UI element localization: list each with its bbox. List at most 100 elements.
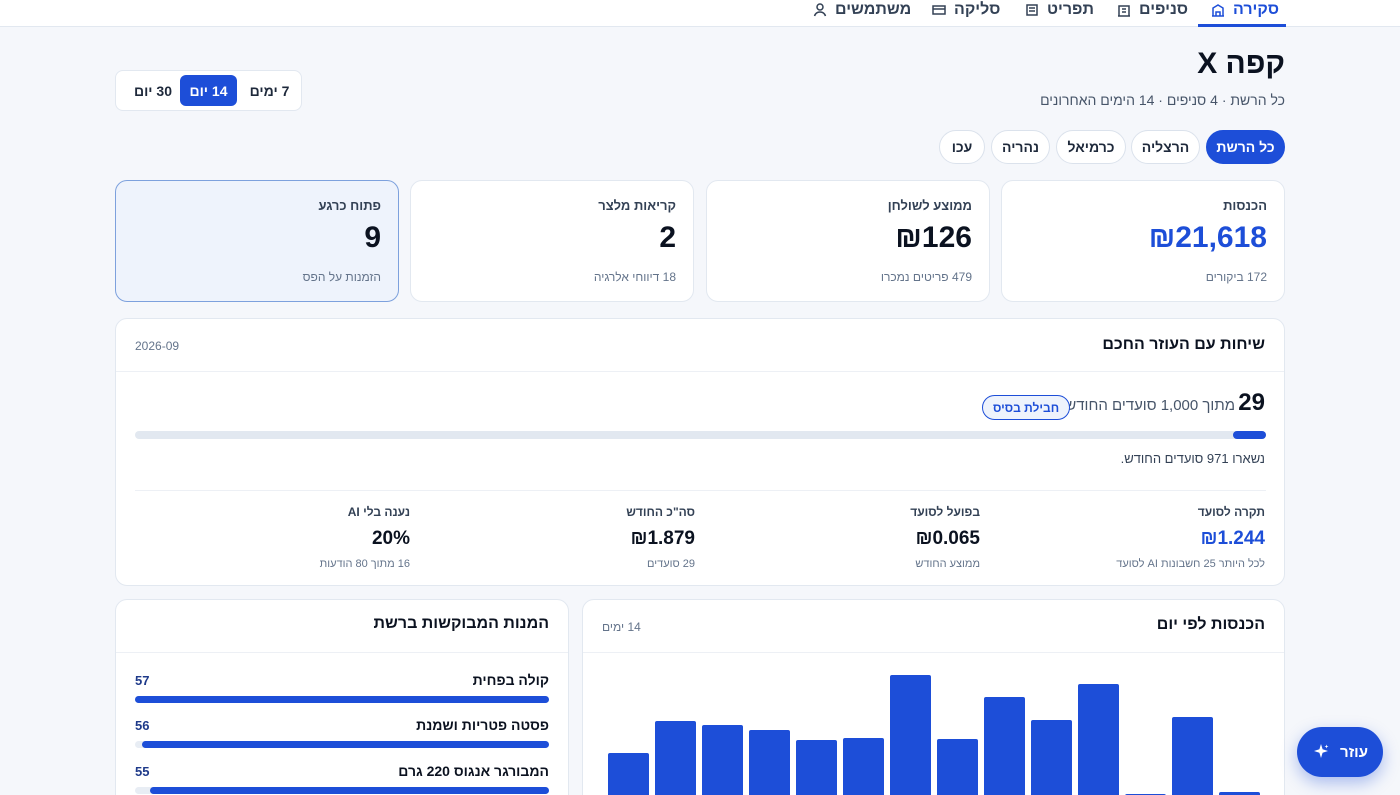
branch-chip-nahariya[interactable]: נהריה <box>991 130 1050 164</box>
stat-month-total: סה"כ החודש ₪1.879 29 סועדים <box>425 505 695 570</box>
nav-tab-users[interactable]: משתמשים <box>812 0 911 26</box>
dish-bar-track <box>135 787 549 794</box>
nav-tab-menu[interactable]: תפריט <box>1024 0 1094 26</box>
divider <box>116 652 568 653</box>
nav-tab-label: סליקה <box>954 0 1001 18</box>
stat-cap-per-diner: תקרה לסועד ₪1.244 לכל היותר 25 חשבונות A… <box>995 505 1265 570</box>
revenue-bar <box>1078 684 1119 795</box>
kpi-label: הכנסות <box>1223 198 1267 213</box>
kpi-label: פתוח כרגע <box>318 198 381 213</box>
stat-actual-per-diner: בפועל לסועד ₪0.065 ממוצע החודש <box>710 505 980 570</box>
nav-tab-label: סקירה <box>1233 0 1280 18</box>
dish-row: קולה בפחית 57 <box>135 672 549 704</box>
stat-value: 20% <box>371 528 410 549</box>
kpi-value: ₪126 <box>895 221 972 254</box>
kpi-card-revenue[interactable]: הכנסות ₪21,618 172 ביקורים <box>1001 180 1285 302</box>
nav-tab-label: סניפים <box>1139 0 1189 18</box>
kpi-label: ממוצע לשולחן <box>887 198 972 213</box>
nav-tab-payments[interactable]: סליקה <box>931 0 1000 26</box>
revenue-bar <box>843 738 884 795</box>
kpi-value: 9 <box>364 221 381 254</box>
date-range-selector: 30 יום 14 יום 7 ימים <box>115 70 302 111</box>
revenue-bar <box>608 753 649 795</box>
card-period: 2026-09 <box>135 339 180 353</box>
nav-tab-label: משתמשים <box>835 0 912 18</box>
revenue-bar <box>890 675 931 795</box>
divider <box>135 490 1266 491</box>
dish-count: 56 <box>135 718 150 733</box>
stat-label: נענה בלי AI <box>347 505 410 519</box>
dish-name: המבורגר אנגוס 220 גרם <box>398 763 549 779</box>
ai-usage-card: שיחות עם העוזר החכם 2026-09 29 מתוך 1,00… <box>115 318 1285 586</box>
stat-label: תקרה לסועד <box>1197 505 1265 519</box>
kpi-card-avg-table[interactable]: ממוצע לשולחן ₪126 479 פריטים נמכרו <box>706 180 990 302</box>
revenue-bar <box>1031 720 1072 795</box>
assistant-label: עוזר <box>1340 743 1368 761</box>
dish-bar-fill <box>149 787 549 794</box>
page-title: קפה X <box>1197 47 1285 80</box>
user-icon <box>813 2 827 16</box>
kpi-subtext: 479 פריטים נמכרו <box>880 270 972 284</box>
active-tab-indicator <box>1198 24 1286 27</box>
stat-label: בפועל לסועד <box>910 505 980 519</box>
assistant-button[interactable]: עוזר <box>1297 727 1383 777</box>
kpi-subtext: הזמנות על הפס <box>302 270 381 284</box>
ai-remaining-text: נשארו 971 סועדים החודש. <box>1120 451 1265 466</box>
kpi-label: קריאות מלצר <box>598 198 676 213</box>
dish-bar-fill <box>142 741 549 748</box>
kpi-card-open-now[interactable]: פתוח כרגע 9 הזמנות על הפס <box>115 180 399 302</box>
branch-chip-akko[interactable]: עכו <box>939 130 985 164</box>
revenue-bar <box>1172 717 1213 795</box>
dish-count: 55 <box>135 764 150 779</box>
page-subtitle: כל הרשת · 4 סניפים · 14 הימים האחרונים <box>1040 92 1285 108</box>
building-icon <box>1212 3 1224 17</box>
divider <box>116 371 1284 372</box>
card-title: שיחות עם העוזר החכם <box>1102 336 1265 353</box>
card-icon <box>932 4 946 15</box>
nav-tab-overview[interactable]: סקירה <box>1210 0 1279 26</box>
dish-bar-fill <box>135 696 549 703</box>
range-14-days-button[interactable]: 14 יום <box>180 75 237 106</box>
plan-badge: חבילת בסיס <box>982 395 1071 420</box>
revenue-bar <box>655 721 696 795</box>
ai-quota-text: מתוך 1,000 סועדים החודש <box>1065 397 1235 414</box>
ai-used-count: 29 <box>1238 389 1265 416</box>
revenue-bar <box>984 697 1025 795</box>
daily-revenue-card: הכנסות לפי יום 14 ימים <box>582 599 1285 795</box>
ai-usage-progress <box>135 431 1266 439</box>
branch-chip-herzliya[interactable]: הרצליה <box>1131 130 1200 164</box>
dish-name: פסטה פטריות ושמנת <box>416 717 549 733</box>
card-meta: 14 ימים <box>602 620 641 634</box>
range-30-days-button[interactable]: 30 יום <box>134 82 172 99</box>
revenue-bar <box>702 725 743 795</box>
stat-value: ₪1.244 <box>1200 528 1265 549</box>
top-navigation: סקירה סניפים תפריט סליקה משתמשים <box>0 0 1400 27</box>
store-icon <box>1118 4 1130 17</box>
stat-subtext: 29 סועדים <box>647 558 695 570</box>
revenue-bar <box>796 740 837 795</box>
branch-chip-all[interactable]: כל הרשת <box>1206 130 1285 164</box>
nav-tab-label: תפריט <box>1047 0 1094 18</box>
stat-subtext: 16 מתוך 80 הודעות <box>319 558 410 570</box>
top-dishes-card: המנות המבוקשות ברשת קולה בפחית 57 פסטה פ… <box>115 599 569 795</box>
stat-value: ₪0.065 <box>915 528 980 549</box>
branch-chip-karmiel[interactable]: כרמיאל <box>1056 130 1126 164</box>
ai-usage-progress-fill <box>1233 431 1266 439</box>
kpi-value: ₪21,618 <box>1148 221 1267 254</box>
nav-tab-branches[interactable]: סניפים <box>1116 0 1188 26</box>
stat-label: סה"כ החודש <box>626 505 695 519</box>
dish-bar-track <box>135 741 549 748</box>
kpi-card-waiter-calls[interactable]: קריאות מלצר 2 18 דיווחי אלרגיה <box>410 180 694 302</box>
stat-answered-without-ai: נענה בלי AI 20% 16 מתוך 80 הודעות <box>140 505 410 570</box>
revenue-bar <box>937 739 978 795</box>
dish-bar-track <box>135 696 549 703</box>
stat-subtext: לכל היותר 25 חשבונות AI לסועד <box>1116 558 1265 570</box>
stat-value: ₪1.879 <box>630 528 695 549</box>
divider <box>583 652 1284 653</box>
range-7-days-button[interactable]: 7 ימים <box>249 82 290 99</box>
dish-name: קולה בפחית <box>472 672 549 688</box>
card-title: המנות המבוקשות ברשת <box>373 615 549 632</box>
revenue-bar <box>749 730 790 795</box>
kpi-subtext: 18 דיווחי אלרגיה <box>593 270 676 284</box>
card-title: הכנסות לפי יום <box>1156 616 1265 633</box>
